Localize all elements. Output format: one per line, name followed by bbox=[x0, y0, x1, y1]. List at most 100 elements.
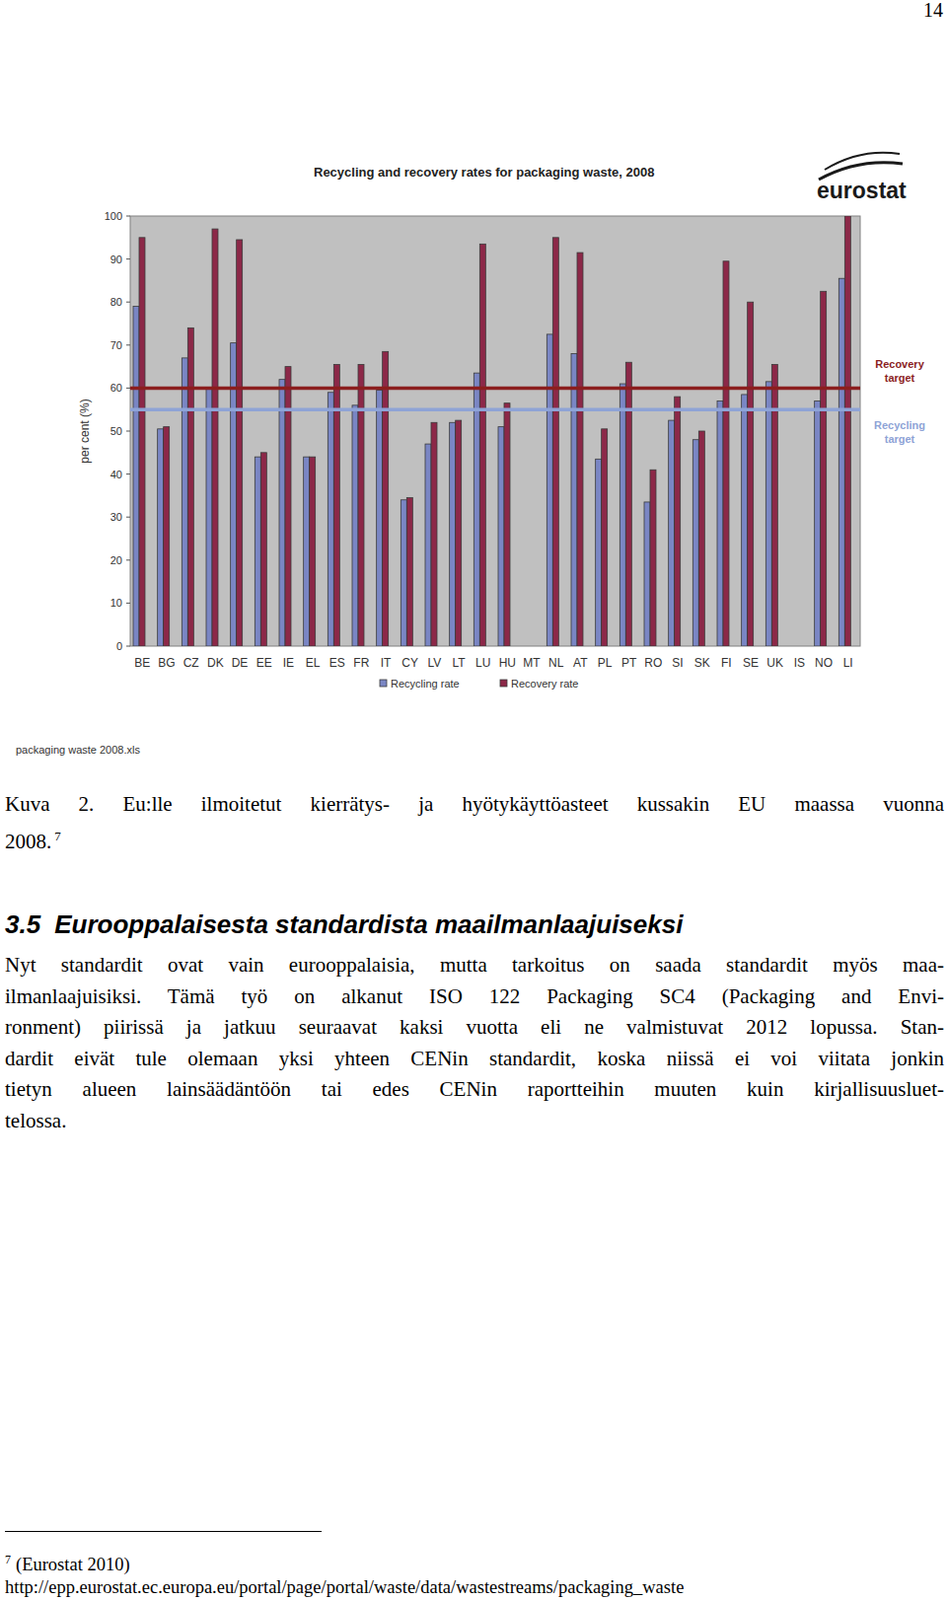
legend-label: Recycling rate bbox=[390, 677, 460, 690]
footnote-line: http://epp.eurostat.ec.europa.eu/portal/… bbox=[4, 1575, 684, 1600]
bar bbox=[163, 427, 170, 647]
bar bbox=[254, 456, 261, 647]
legend-swatch bbox=[379, 679, 387, 687]
bar bbox=[187, 327, 194, 647]
target-label-part: Recycling bbox=[874, 419, 926, 432]
chart-title: Recycling and recovery rates for packagi… bbox=[313, 164, 655, 180]
caption-text: Kuva 2. Eu:lle ilmoitetut kierrätys- ja … bbox=[4, 792, 945, 816]
bar bbox=[723, 261, 729, 647]
section-title: Eurooppalaisesta standardista maailmanla… bbox=[54, 909, 683, 940]
y-tick bbox=[126, 646, 131, 648]
x-tick-label: IS bbox=[794, 655, 805, 670]
target-line bbox=[130, 407, 861, 412]
target-label: Recoverytarget bbox=[874, 358, 925, 384]
x-tick-label: LT bbox=[451, 655, 466, 670]
footnote-line: 7(Eurostat 2010) bbox=[4, 1547, 131, 1577]
x-tick-label: BE bbox=[134, 655, 150, 670]
x-tick-label: UK bbox=[766, 655, 784, 670]
y-tick bbox=[126, 258, 131, 260]
x-tick-label: IE bbox=[283, 655, 294, 670]
x-tick-label: AT bbox=[573, 655, 588, 670]
paragraph-line: dardit eivät tule olemaan yksi yhteen CE… bbox=[4, 1045, 945, 1072]
bar bbox=[303, 456, 310, 647]
bar bbox=[279, 379, 286, 647]
bar bbox=[382, 351, 389, 647]
bar bbox=[546, 334, 553, 647]
y-tick-label: 70 bbox=[110, 339, 123, 352]
paragraph-line: tietyn alueen lainsäädäntöön tai edes CE… bbox=[4, 1076, 945, 1102]
x-tick-label: IT bbox=[380, 655, 392, 670]
x-tick-label: FR bbox=[353, 655, 369, 670]
x-tick-label: DK bbox=[207, 655, 224, 670]
y-tick bbox=[126, 602, 131, 604]
bar bbox=[236, 239, 243, 647]
y-tick bbox=[126, 301, 131, 303]
bar bbox=[698, 431, 705, 647]
bar bbox=[844, 216, 851, 647]
target-label-part: target bbox=[884, 371, 916, 384]
bar bbox=[498, 427, 505, 647]
x-tick-label: EL bbox=[305, 655, 321, 670]
y-tick bbox=[126, 559, 131, 561]
y-tick-label: 10 bbox=[110, 596, 123, 609]
y-tick-label: 50 bbox=[110, 425, 123, 438]
caption-line: Kuva 2. Eu:lle ilmoitetut kierrätys- ja … bbox=[4, 791, 945, 817]
bar bbox=[668, 420, 675, 647]
y-tick bbox=[126, 473, 131, 475]
bar bbox=[820, 291, 827, 647]
bars bbox=[130, 216, 861, 647]
paragraph-line: Nyt standardit ovat vain eurooppalaisia,… bbox=[4, 951, 945, 978]
y-tick-label: 80 bbox=[110, 295, 123, 308]
bar bbox=[431, 422, 438, 647]
bar bbox=[741, 394, 748, 647]
y-tick-label: 30 bbox=[110, 510, 123, 523]
bar bbox=[504, 403, 510, 647]
bar bbox=[619, 383, 626, 647]
x-tick-label: LI bbox=[843, 655, 854, 670]
y-tick bbox=[126, 431, 131, 433]
bar bbox=[747, 301, 754, 647]
y-tick bbox=[126, 516, 131, 518]
bar bbox=[333, 364, 340, 647]
bar bbox=[595, 458, 602, 647]
bar bbox=[133, 306, 140, 647]
x-tick-label: CY bbox=[401, 655, 419, 670]
y-tick-label: 0 bbox=[116, 640, 123, 653]
y-tick-label: 40 bbox=[110, 468, 123, 481]
bar bbox=[309, 456, 316, 647]
bar bbox=[157, 429, 164, 647]
bar bbox=[449, 422, 456, 647]
x-tick-label: SI bbox=[671, 655, 683, 670]
bar bbox=[139, 237, 146, 647]
bar bbox=[181, 358, 188, 647]
x-tick-label: DE bbox=[231, 655, 249, 670]
bar bbox=[327, 392, 334, 647]
x-tick-label: PL bbox=[597, 655, 613, 670]
x-tick-label: NO bbox=[814, 655, 833, 670]
x-tick-label: LV bbox=[427, 655, 441, 670]
y-tick bbox=[126, 216, 131, 218]
bar bbox=[577, 252, 583, 647]
bar bbox=[717, 400, 724, 647]
y-axis-title: per cent (%) bbox=[77, 398, 92, 463]
bar bbox=[376, 390, 383, 647]
x-tick-label: NL bbox=[548, 655, 565, 670]
bar bbox=[260, 452, 267, 647]
y-tick-label: 90 bbox=[110, 253, 123, 266]
target-label-part: target bbox=[884, 433, 916, 445]
bar bbox=[771, 364, 778, 647]
x-tick-label: SE bbox=[742, 655, 759, 670]
caption-text: 2008. bbox=[4, 829, 52, 854]
bar bbox=[479, 243, 486, 647]
bar bbox=[765, 381, 772, 647]
bar bbox=[692, 439, 699, 647]
bar bbox=[206, 387, 213, 647]
x-tick-label: BG bbox=[157, 655, 175, 670]
x-tick-label: CZ bbox=[183, 655, 200, 670]
x-tick-label: MT bbox=[522, 655, 541, 670]
x-tick-label: EE bbox=[256, 655, 273, 670]
bar bbox=[814, 400, 821, 647]
legend-swatch bbox=[500, 679, 508, 687]
bar bbox=[400, 500, 407, 647]
plot-area bbox=[130, 216, 861, 647]
